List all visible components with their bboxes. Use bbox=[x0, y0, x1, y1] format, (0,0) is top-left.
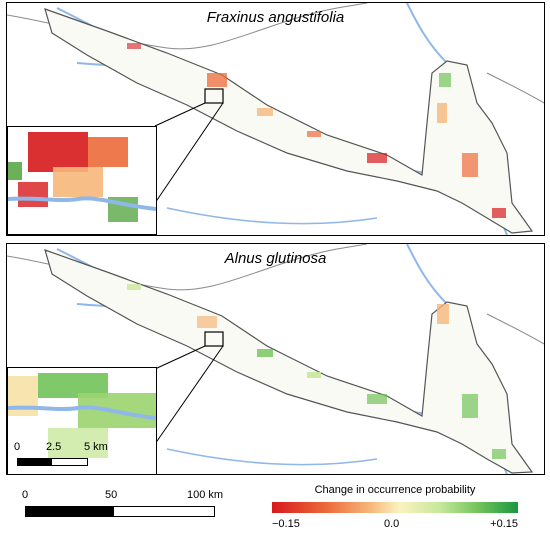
change-pixels bbox=[127, 284, 506, 459]
scale-segment-black bbox=[25, 506, 114, 517]
map-canvas bbox=[7, 3, 544, 235]
scale-label: 50 bbox=[105, 489, 118, 501]
legend-tick-label: 0.0 bbox=[384, 518, 400, 530]
river bbox=[166, 207, 378, 225]
map-panel-fraxinus: Fraxinus angustifolia bbox=[6, 2, 545, 236]
inset-map: 0 2.5 5 km bbox=[7, 367, 157, 474]
study-area-outline bbox=[44, 8, 534, 234]
scale-label: 0 bbox=[22, 489, 29, 501]
change-pixels bbox=[127, 43, 506, 218]
inset-map bbox=[7, 126, 157, 235]
inset-raster bbox=[8, 127, 156, 234]
river bbox=[8, 405, 156, 420]
legend-title: Change in occurrence probability bbox=[314, 484, 476, 496]
legend-tick-label: +0.15 bbox=[490, 518, 518, 530]
country-border bbox=[486, 72, 544, 104]
map-canvas bbox=[7, 244, 544, 474]
scale-segment-black bbox=[17, 458, 52, 466]
inset-locator bbox=[204, 88, 224, 104]
legend-tick-label: −0.15 bbox=[272, 518, 300, 530]
scale-segment-white bbox=[113, 506, 215, 517]
scale-label: 2.5 bbox=[46, 441, 62, 453]
map-panel-alnus: Alnus glutinosa 0 2.5 5 km bbox=[6, 243, 545, 475]
inset-leader bbox=[154, 102, 206, 127]
species-title: Alnus glutinosa bbox=[224, 250, 327, 267]
scale-label: 5 km bbox=[84, 441, 108, 453]
scale-segment-white bbox=[51, 458, 88, 466]
inset-raster bbox=[8, 368, 156, 474]
inset-leader bbox=[154, 345, 206, 370]
scale-label: 0 bbox=[14, 441, 21, 453]
river bbox=[8, 196, 156, 211]
species-title: Fraxinus angustifolia bbox=[206, 9, 345, 26]
river bbox=[166, 448, 378, 466]
country-border bbox=[486, 313, 544, 345]
legend-color-ramp bbox=[272, 502, 518, 513]
scale-label: 100 km bbox=[187, 489, 224, 501]
main-scale-bar: 0 50 100 km bbox=[22, 489, 223, 519]
inset-leader bbox=[154, 102, 224, 204]
inset-leader bbox=[154, 345, 224, 445]
color-legend: Change in occurrence probability −0.15 0… bbox=[272, 484, 518, 534]
inset-locator bbox=[204, 331, 224, 347]
study-area-outline bbox=[44, 249, 534, 474]
